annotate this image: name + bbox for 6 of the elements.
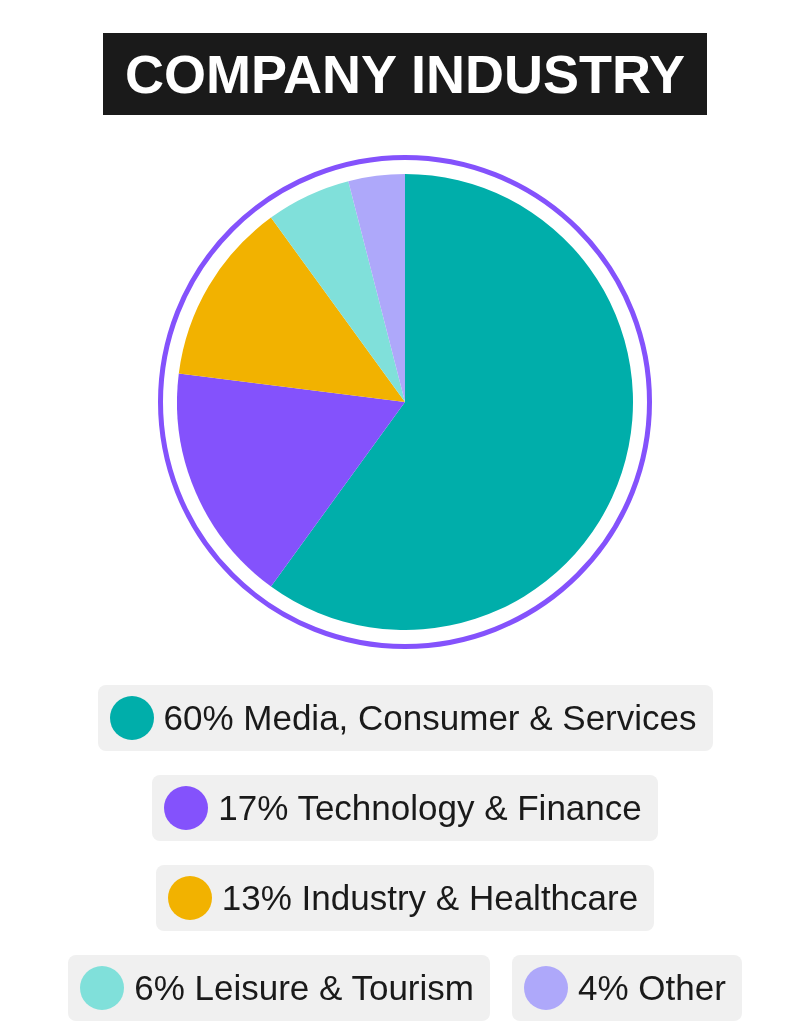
legend-label: 60% Media, Consumer & Services [163, 698, 697, 738]
legend-label: 13% Industry & Healthcare [221, 878, 639, 918]
legend-label: 17% Technology & Finance [218, 788, 642, 828]
legend-label: 6% Leisure & Tourism [134, 968, 474, 1008]
chart-title: COMPANY INDUSTRY [102, 33, 708, 115]
legend-label: 4% Other [577, 968, 726, 1008]
